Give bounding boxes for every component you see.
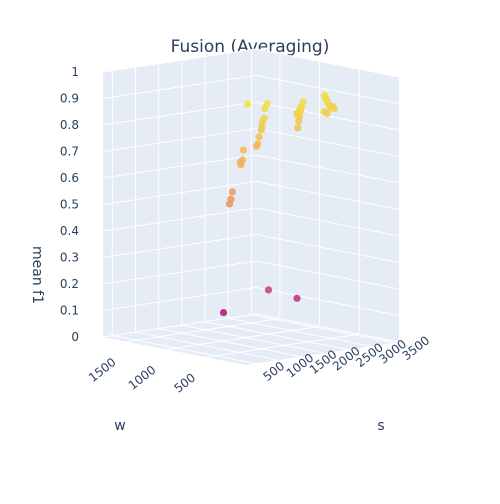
grid-z-right-1 — [102, 287, 257, 311]
floor-pane — [103, 314, 399, 365]
data-point-1[interactable] — [239, 146, 247, 154]
s-tick-label-6: 3500 — [400, 333, 433, 363]
w-tick-label-0: 500 — [171, 371, 198, 396]
data-point-38[interactable] — [264, 286, 273, 294]
data-point-7[interactable] — [225, 200, 234, 208]
grid-z-right-5 — [102, 181, 257, 205]
data-point-13[interactable] — [257, 126, 265, 134]
data-point-37[interactable] — [323, 109, 331, 117]
z-tick-label-3: 0.3 — [60, 251, 79, 265]
grid-w-floor-1 — [166, 325, 320, 350]
data-point-40[interactable] — [293, 294, 301, 302]
z-tick-label-0: 0 — [71, 330, 79, 344]
data-point-9[interactable] — [261, 104, 269, 112]
data-point-39[interactable] — [219, 309, 228, 317]
grid-s-floor-1 — [135, 331, 279, 361]
z-axis-title: mean f1 — [29, 246, 45, 304]
grid-z-right-2 — [102, 260, 257, 285]
data-point-25[interactable] — [294, 124, 302, 132]
data-point-4[interactable] — [237, 161, 245, 169]
data-point-14[interactable] — [255, 133, 263, 141]
z-tick-label-4: 0.4 — [60, 224, 79, 238]
chart-title: Fusion (Averaging) — [171, 37, 330, 57]
w-axis-title: w — [114, 418, 125, 434]
gridlines — [102, 48, 400, 365]
w-tick-label-1: 1000 — [126, 363, 159, 393]
grid-s-floor-6 — [251, 314, 395, 344]
grid-z-right-4 — [102, 207, 257, 232]
w-tick-label-2: 1500 — [86, 355, 119, 385]
grid-s-floor-5 — [228, 317, 372, 347]
z-tick-label-9: 0.9 — [60, 92, 79, 106]
z-tick-label-7: 0.7 — [60, 145, 79, 159]
z-tick-label-8: 0.8 — [60, 118, 79, 132]
points-layer — [219, 91, 338, 317]
grid-s-floor-4 — [204, 321, 349, 351]
grid-z-right-6 — [102, 154, 257, 179]
data-point-24[interactable] — [295, 117, 303, 125]
s-axis-title: s — [377, 418, 384, 434]
z-tick-label-6: 0.6 — [60, 171, 79, 185]
grid-z-right-10 — [102, 48, 257, 73]
z-tick-label-5: 0.5 — [60, 198, 79, 212]
grid-s-floor-2 — [158, 328, 302, 358]
s-tick-label-0: 500 — [261, 359, 288, 384]
grid-z-right-7 — [102, 128, 257, 152]
data-point-16[interactable] — [253, 142, 261, 150]
grid-z-right-9 — [102, 75, 257, 99]
grid-w-floor-2 — [126, 318, 280, 343]
z-tick-label-1: 0.1 — [60, 304, 79, 318]
z-tick-label-2: 0.2 — [60, 277, 79, 291]
grid-z-right-3 — [102, 234, 257, 258]
grid-s-floor-0 — [112, 335, 256, 365]
grid-s-floor-3 — [181, 324, 325, 354]
axis-titles: mean f1 w s — [29, 246, 385, 434]
z-tick-label-10: 1 — [71, 65, 79, 79]
data-point-35[interactable] — [330, 105, 338, 113]
data-point-5[interactable] — [228, 188, 236, 196]
grid-z-right-8 — [102, 101, 257, 126]
grid-w-floor-0 — [206, 333, 360, 358]
grid-z-right-0 — [102, 313, 257, 338]
data-point-0[interactable] — [243, 100, 252, 108]
